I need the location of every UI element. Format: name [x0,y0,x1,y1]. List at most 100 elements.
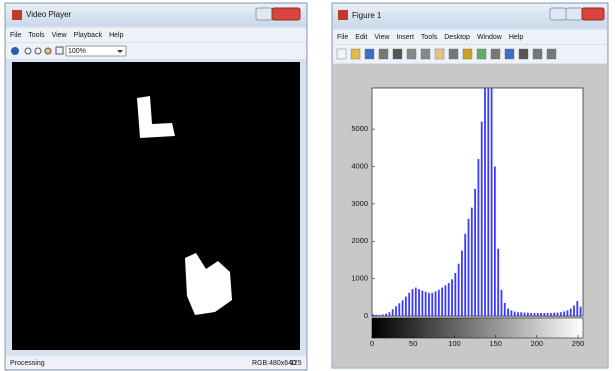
app-icon [338,10,348,20]
info-icon[interactable] [11,47,19,55]
menu: File Edit View Insert Tools Desktop Window Help [337,34,523,41]
bar [464,234,466,316]
y-tick-label: 4000 [351,161,368,170]
bar [431,293,433,316]
x-tick-label: 100 [448,339,461,348]
bar [412,289,414,316]
menu-item[interactable]: Tools [421,34,438,41]
x-tick-label: 250 [572,339,585,348]
status-text: Processing [10,360,45,367]
bar [402,300,404,316]
video-frame [12,62,300,350]
tool-icon[interactable] [337,49,346,59]
bar [540,313,542,316]
bar [438,290,440,316]
tool-icon[interactable] [547,49,556,59]
tool-icon[interactable] [393,49,402,59]
bar [507,309,509,316]
bar [524,313,526,316]
tool-icon[interactable] [463,49,472,59]
bar [481,122,483,316]
bar [553,313,555,316]
window-title: Figure 1 [352,11,382,20]
bar [385,314,387,316]
bar [570,309,572,316]
bar [543,313,545,316]
bar [576,301,578,316]
menu-item[interactable]: Edit [355,34,367,41]
bar [514,312,516,316]
menu-item[interactable]: File [337,34,348,41]
bar [573,306,575,316]
bar [484,54,486,316]
menu-item[interactable]: Tools [28,32,45,39]
minimize-button[interactable] [550,8,566,20]
bar [567,310,569,316]
bar [510,310,512,316]
menu-item[interactable]: Help [509,34,524,41]
menu-item[interactable]: Desktop [444,34,470,41]
bar [441,288,443,316]
bar [418,289,420,316]
bar [547,313,549,316]
tool-icon[interactable] [351,49,360,59]
bar [501,290,503,316]
bar [478,159,480,316]
y-tick-label: 5000 [351,124,368,133]
tool-icon[interactable] [491,49,500,59]
bar [537,313,539,316]
y-tick-label: 3000 [351,199,368,208]
bar [504,303,506,316]
bar [491,84,493,316]
tool-icon[interactable] [477,49,486,59]
menu-item[interactable]: Window [477,34,503,41]
bar [408,293,410,316]
bar [451,279,453,316]
maximize-button[interactable] [566,8,582,20]
menu-item[interactable]: Help [109,32,124,39]
bar [379,315,381,316]
bar [445,285,447,316]
menu-item[interactable]: File [10,32,21,39]
tool-icon[interactable] [449,49,458,59]
colorbar [372,318,583,338]
menu-item[interactable]: View [374,34,390,41]
bar [428,293,430,316]
bar [534,313,536,316]
tool-icon[interactable] [365,49,374,59]
close-button[interactable] [272,8,300,20]
tool-icon[interactable] [519,49,528,59]
bar [388,312,390,316]
tool-icon[interactable] [407,49,416,59]
y-tick-label: 2000 [351,236,368,245]
x-tick-label: 50 [409,339,417,348]
minimize-button[interactable] [256,8,272,20]
bar [425,292,427,316]
tool-icon[interactable] [435,49,444,59]
menu-item[interactable]: View [52,32,68,39]
bar [580,307,582,316]
bar [517,312,519,316]
zoom-value: 100% [68,48,86,55]
bar [471,208,473,316]
bar [448,283,450,316]
bar [454,273,456,316]
tool-icon[interactable] [533,49,542,59]
bar [520,312,522,316]
tool-icon[interactable] [505,49,514,59]
window-title: Video Player [26,10,72,19]
bar [563,312,565,316]
bar [375,315,377,316]
app-icon [12,10,22,20]
bar [560,312,562,316]
tool-icon[interactable] [421,49,430,59]
bar [405,297,407,316]
close-button[interactable] [582,8,604,20]
menu-item[interactable]: Playback [74,32,103,39]
bar [474,189,476,316]
pan-icon[interactable] [45,48,51,54]
bar [415,288,417,316]
bar [382,315,384,316]
menu-item[interactable]: Insert [396,34,414,41]
tool-icon[interactable] [379,49,388,59]
